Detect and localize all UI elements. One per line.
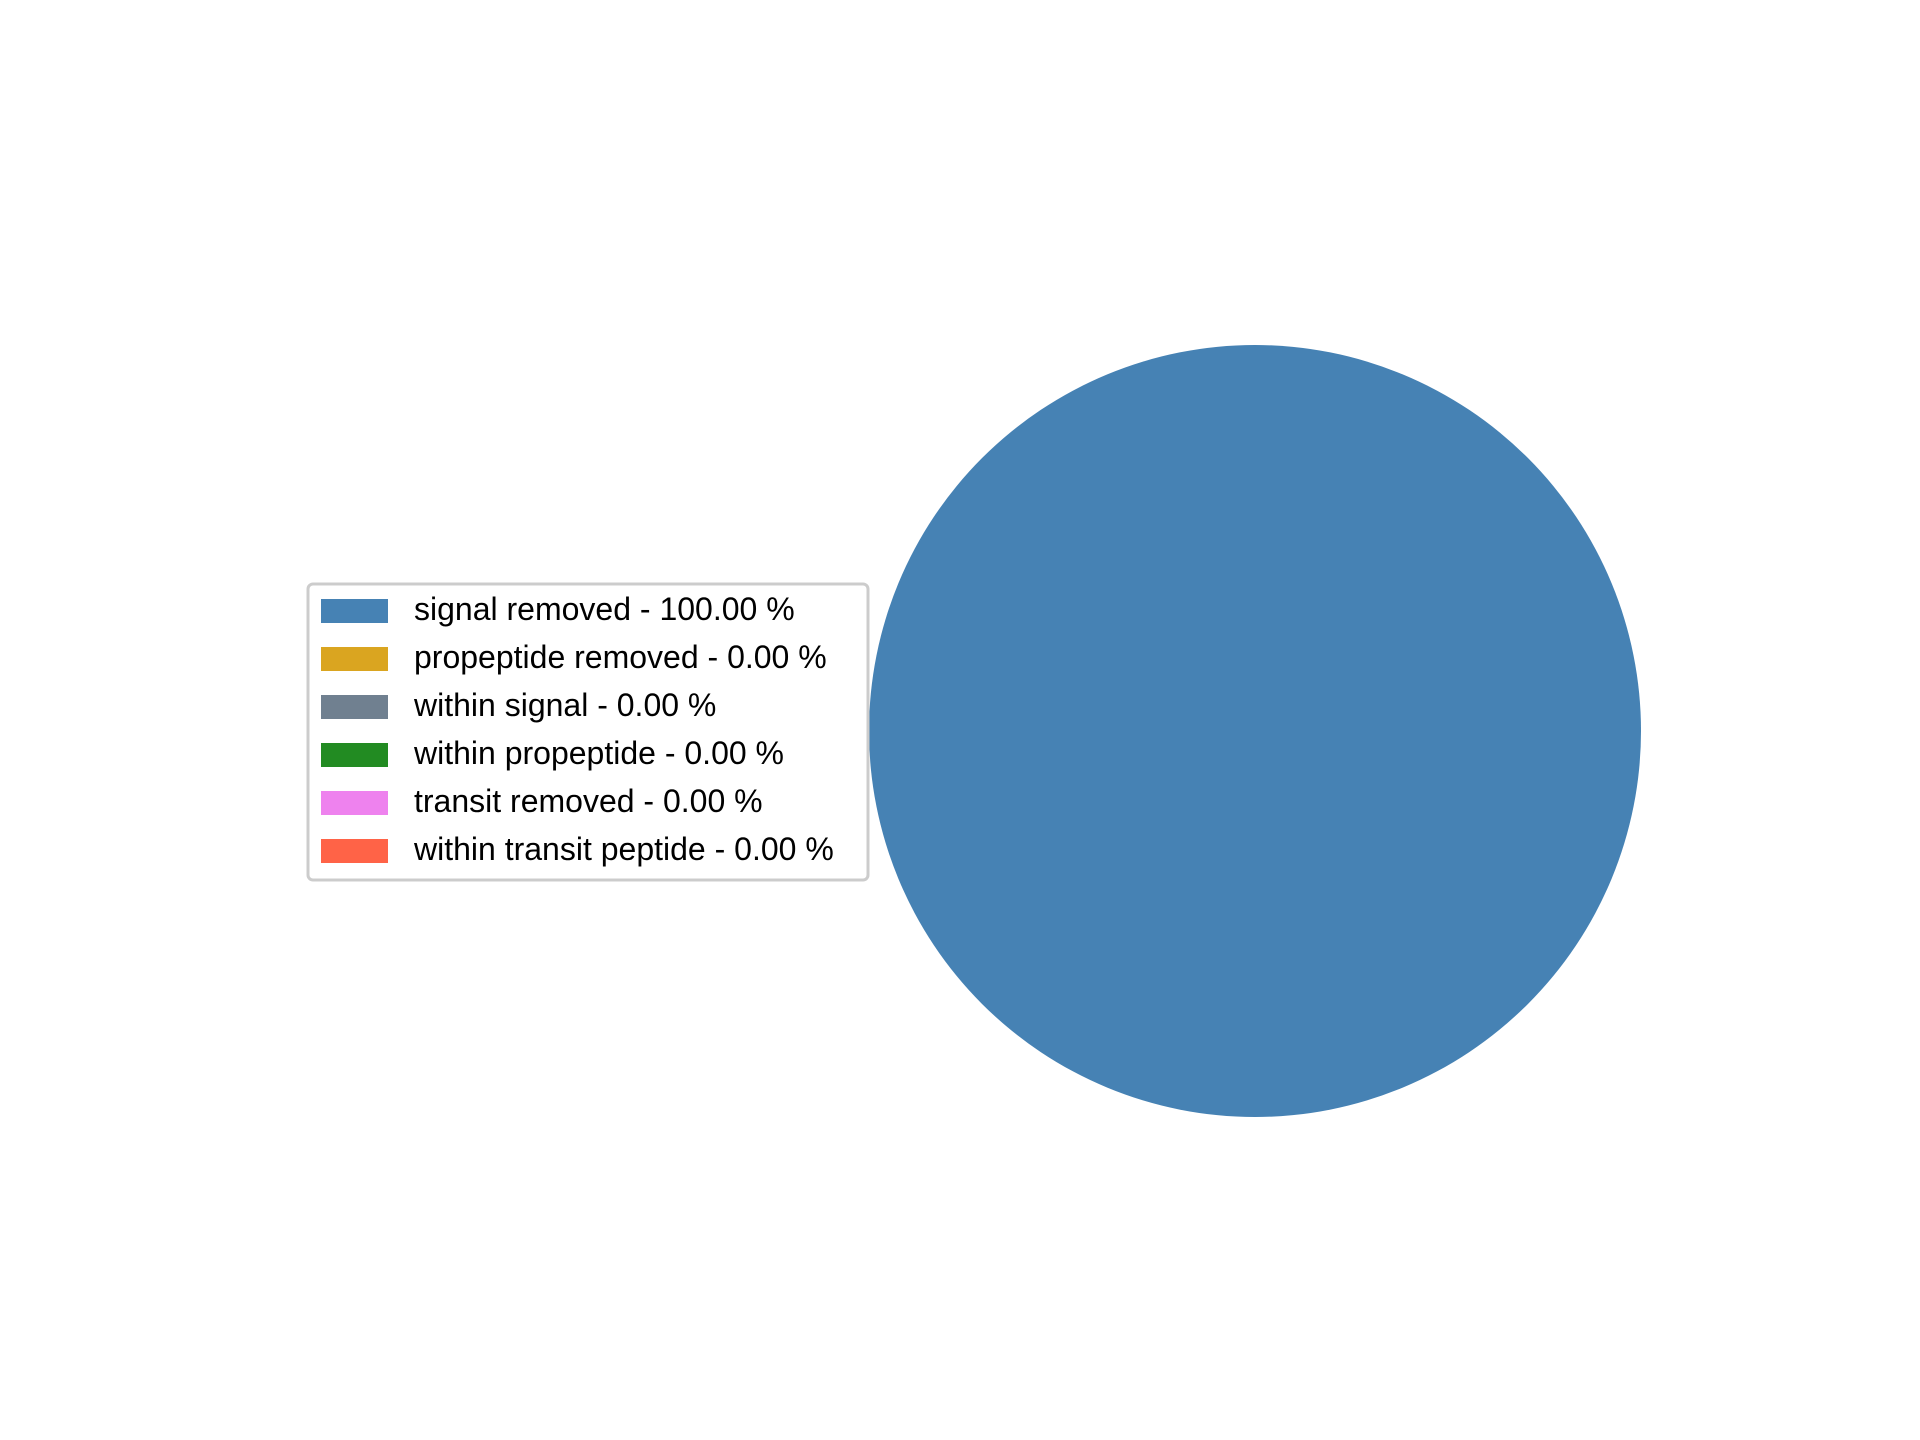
pie-slice — [869, 345, 1641, 1117]
legend-swatch — [321, 839, 388, 863]
legend: signal removed - 100.00 % propeptide rem… — [306, 582, 870, 882]
legend-label: within propeptide - 0.00 % — [413, 735, 784, 771]
legend-frame — [306, 582, 870, 882]
legend-swatch — [321, 743, 388, 767]
legend-swatch — [321, 599, 388, 623]
legend-label: within signal - 0.00 % — [413, 687, 716, 723]
legend-label: signal removed - 100.00 % — [414, 591, 795, 627]
legend-item: within propeptide - 0.00 % — [321, 735, 784, 771]
legend-item: transit removed - 0.00 % — [321, 783, 763, 819]
legend-item: signal removed - 100.00 % — [321, 591, 795, 627]
pie-slices — [869, 345, 1641, 1117]
legend-item: within transit peptide - 0.00 % — [321, 831, 834, 867]
legend-label: propeptide removed - 0.00 % — [414, 639, 827, 675]
legend-item: within signal - 0.00 % — [321, 687, 716, 723]
legend-item: propeptide removed - 0.00 % — [321, 639, 827, 675]
legend-swatch — [321, 647, 388, 671]
legend-swatch — [321, 791, 388, 815]
legend-label: within transit peptide - 0.00 % — [413, 831, 834, 867]
legend-swatch — [321, 695, 388, 719]
legend-label: transit removed - 0.00 % — [414, 783, 763, 819]
